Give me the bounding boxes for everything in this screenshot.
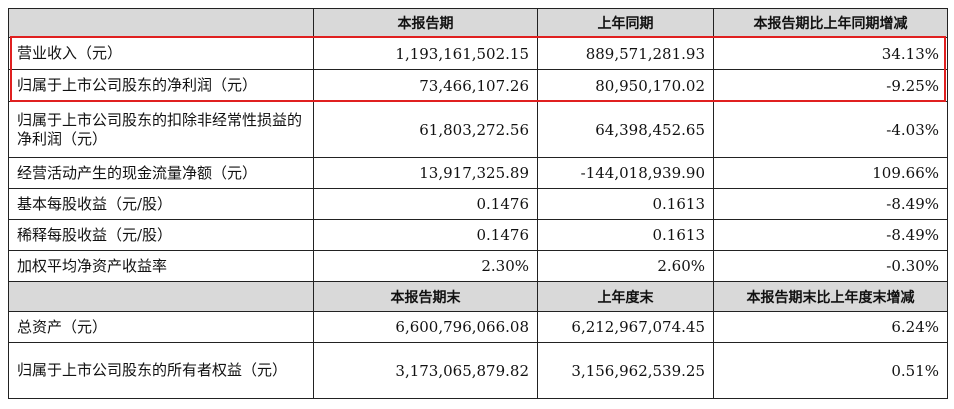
row-prior-value: 3,156,962,539.25 [537,342,714,399]
row-change-value: -4.03% [713,101,948,158]
table-row-net-profit-deducted: 归属于上市公司股东的扣除非经常性损益的净利润（元） 61,803,272.56 … [8,101,948,158]
table-row-revenue: 营业收入（元） 1,193,161,502.15 889,571,281.93 … [8,37,948,70]
table-row-diluted-eps: 稀释每股收益（元/股） 0.1476 0.1613 -8.49% [8,219,948,251]
table-row-operating-cash-flow: 经营活动产生的现金流量净额（元） 13,917,325.89 -144,018,… [8,157,948,189]
row-change-value: 34.13% [713,37,948,70]
row-prior-value: 64,398,452.65 [537,101,714,158]
financial-summary-table: 本报告期 上年同期 本报告期比上年同期增减 营业收入（元） 1,193,161,… [8,8,948,399]
row-change-value: -8.49% [713,219,948,251]
row-label: 归属于上市公司股东的净利润（元） [8,69,314,102]
row-prior-value: 889,571,281.93 [537,37,714,70]
row-prior-value: 0.1613 [537,188,714,220]
row-prior-value: 0.1613 [537,219,714,251]
row-change-value: 6.24% [713,311,948,343]
table-row-net-profit: 归属于上市公司股东的净利润（元） 73,466,107.26 80,950,17… [8,69,948,102]
header-blank-cell [8,281,314,312]
table-row-roe: 加权平均净资产收益率 2.30% 2.60% -0.30% [8,250,948,282]
row-current-value: 2.30% [313,250,538,282]
row-prior-value: 80,950,170.02 [537,69,714,102]
row-prior-value: 6,212,967,074.45 [537,311,714,343]
row-current-value: 0.1476 [313,188,538,220]
row-label: 基本每股收益（元/股） [8,188,314,220]
row-label: 稀释每股收益（元/股） [8,219,314,251]
row-label: 归属于上市公司股东的扣除非经常性损益的净利润（元） [8,101,314,158]
row-change-value: -8.49% [713,188,948,220]
row-label: 加权平均净资产收益率 [8,250,314,282]
row-label: 总资产（元） [8,311,314,343]
row-change-value: -9.25% [713,69,948,102]
header-blank-cell [8,8,314,38]
table-row-total-assets: 总资产（元） 6,600,796,066.08 6,212,967,074.45… [8,311,948,343]
row-current-value: 0.1476 [313,219,538,251]
header-prior-period: 上年同期 [537,8,714,38]
header-period-end-change: 本报告期末比上年度末增减 [713,281,948,312]
row-current-value: 6,600,796,066.08 [313,311,538,343]
row-prior-value: -144,018,939.90 [537,157,714,189]
table-row-basic-eps: 基本每股收益（元/股） 0.1476 0.1613 -8.49% [8,188,948,220]
row-label: 营业收入（元） [8,37,314,70]
row-current-value: 13,917,325.89 [313,157,538,189]
row-label: 经营活动产生的现金流量净额（元） [8,157,314,189]
table-row-equity: 归属于上市公司股东的所有者权益（元） 3,173,065,879.82 3,15… [8,342,948,399]
header-current-period: 本报告期 [313,8,538,38]
row-current-value: 73,466,107.26 [313,69,538,102]
header-row-period-end: 本报告期末 上年度末 本报告期末比上年度末增减 [8,281,948,312]
header-prior-year-end: 上年度末 [537,281,714,312]
row-change-value: 109.66% [713,157,948,189]
header-current-period-end: 本报告期末 [313,281,538,312]
header-row-period: 本报告期 上年同期 本报告期比上年同期增减 [8,8,948,38]
row-current-value: 61,803,272.56 [313,101,538,158]
row-current-value: 3,173,065,879.82 [313,342,538,399]
row-label: 归属于上市公司股东的所有者权益（元） [8,342,314,399]
row-prior-value: 2.60% [537,250,714,282]
header-period-change: 本报告期比上年同期增减 [713,8,948,38]
row-current-value: 1,193,161,502.15 [313,37,538,70]
row-change-value: 0.51% [713,342,948,399]
row-change-value: -0.30% [713,250,948,282]
